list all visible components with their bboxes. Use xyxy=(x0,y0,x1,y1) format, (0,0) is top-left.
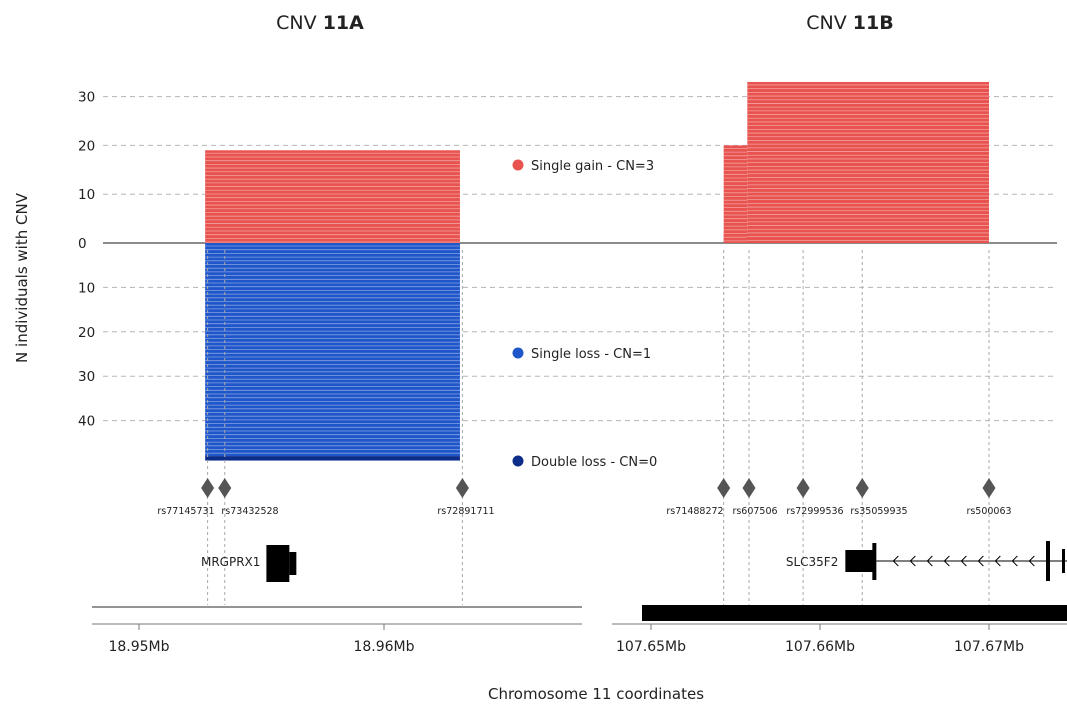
gene-utr-MRGPRX1 xyxy=(289,552,297,575)
legend-label-0: Single gain - CN=3 xyxy=(531,159,654,174)
cnv-bar-1-1 xyxy=(723,145,748,243)
cnv-bar-0-1 xyxy=(205,243,460,457)
x-tick-label-1-0: 107.65Mb xyxy=(616,639,686,655)
cnv-bar-loss xyxy=(205,243,460,457)
panel-title-11b: CNV 11B xyxy=(806,12,893,34)
y-tick-up-3: 0 xyxy=(78,236,87,252)
y-tick-down-0: 10 xyxy=(78,280,95,296)
legend: Single gain - CN=3 Single loss - CN=1 Doub… xyxy=(512,159,657,470)
snp-marker-rs77145731 xyxy=(201,478,215,498)
snp-label-rs72891711: rs72891711 xyxy=(437,506,494,517)
gene-label-SLC35F2: SLC35F2 xyxy=(786,555,839,569)
snp-label-rs77145731: rs77145731 xyxy=(157,506,214,517)
gene-body-MRGPRX1 xyxy=(266,545,290,582)
snp-label-rs72999536: rs72999536 xyxy=(786,506,843,517)
y-tick-down-3: 40 xyxy=(78,414,95,430)
legend-swatch-2 xyxy=(512,455,524,467)
snp-label-rs500063: rs500063 xyxy=(966,506,1011,517)
legend-label-1: Single loss - CN=1 xyxy=(531,347,651,362)
cnv-bar-1-2 xyxy=(747,81,989,244)
cnv-bar-gain xyxy=(205,150,460,243)
cnv-bar-gain xyxy=(723,145,748,243)
snp-marker-rs73432528 xyxy=(218,478,232,498)
gene-label-MRGPRX1: MRGPRX1 xyxy=(201,555,260,569)
legend-swatch-1 xyxy=(512,347,524,359)
y-tick-up-1: 20 xyxy=(78,138,95,154)
gene-exon-SLC35F2-2 xyxy=(1046,541,1050,581)
snp-label-rs607506: rs607506 xyxy=(732,506,777,517)
cnv-bars xyxy=(205,81,989,461)
y-axis: 30 20 10 0 10 20 30 40 xyxy=(78,90,95,430)
x-tick-label-1-1: 107.66Mb xyxy=(785,639,855,655)
y-tick-up-2: 10 xyxy=(78,187,95,203)
gene-strand-arrow xyxy=(1011,555,1018,567)
gene-strand-arrow xyxy=(926,555,933,567)
gene-strand-arrow xyxy=(892,555,899,567)
snp-marker-rs500063 xyxy=(982,478,996,498)
gene-exon-SLC35F2-3 xyxy=(1062,549,1065,573)
x-tick-label-1-2: 107.67Mb xyxy=(954,639,1024,655)
snp-markers: rs77145731 rs73432528 rs72891711 rs71488272… xyxy=(157,250,1012,605)
gene-tracks: MRGPRX1 SLC35F2 xyxy=(201,541,1067,582)
snp-marker-rs72999536 xyxy=(796,478,810,498)
snp-label-rs71488272: rs71488272 xyxy=(666,506,723,517)
legend-swatch-0 xyxy=(512,159,524,171)
snp-marker-rs72891711 xyxy=(455,478,469,498)
gene-strand-arrow xyxy=(994,555,1001,567)
panel-title-11a: CNV 11A xyxy=(276,12,364,34)
y-tick-down-1: 20 xyxy=(78,325,95,341)
snp-label-rs35059935: rs35059935 xyxy=(850,506,907,517)
snp-marker-rs35059935 xyxy=(855,478,869,498)
snp-marker-rs607506 xyxy=(742,478,756,498)
legend-label-2: Double loss - CN=0 xyxy=(531,455,657,470)
x-tick-label-0-1: 18.96Mb xyxy=(353,639,414,655)
chromosome-bar-11b xyxy=(642,605,1067,621)
cnv-bar-double_loss xyxy=(205,456,460,461)
gene-strand-arrow xyxy=(909,555,916,567)
y-tick-down-2: 30 xyxy=(78,369,95,385)
cnv-bar-0-2 xyxy=(205,456,460,461)
cnv-bar-0-0 xyxy=(205,150,460,243)
gene-strand-arrow xyxy=(960,555,967,567)
gene-strand-arrow xyxy=(1028,555,1035,567)
cnv-bar-gain xyxy=(747,81,989,244)
gene-utr-SLC35F2 xyxy=(845,550,876,572)
y-tick-up-0: 30 xyxy=(78,90,95,106)
snp-label-rs73432528: rs73432528 xyxy=(221,506,278,517)
x-axis-label: Chromosome 11 coordinates xyxy=(488,685,704,703)
x-axis: 18.95Mb 18.96Mb 107.65Mb 107.66Mb 107.67Mb xyxy=(92,605,1067,655)
y-axis-label: N individuals with CNV xyxy=(13,192,31,363)
gene-strand-arrow xyxy=(977,555,984,567)
snp-marker-rs71488272 xyxy=(717,478,731,498)
gene-exon-SLC35F2-1 xyxy=(872,543,877,580)
x-tick-label-0-0: 18.95Mb xyxy=(108,639,169,655)
gene-strand-arrow xyxy=(943,555,950,567)
